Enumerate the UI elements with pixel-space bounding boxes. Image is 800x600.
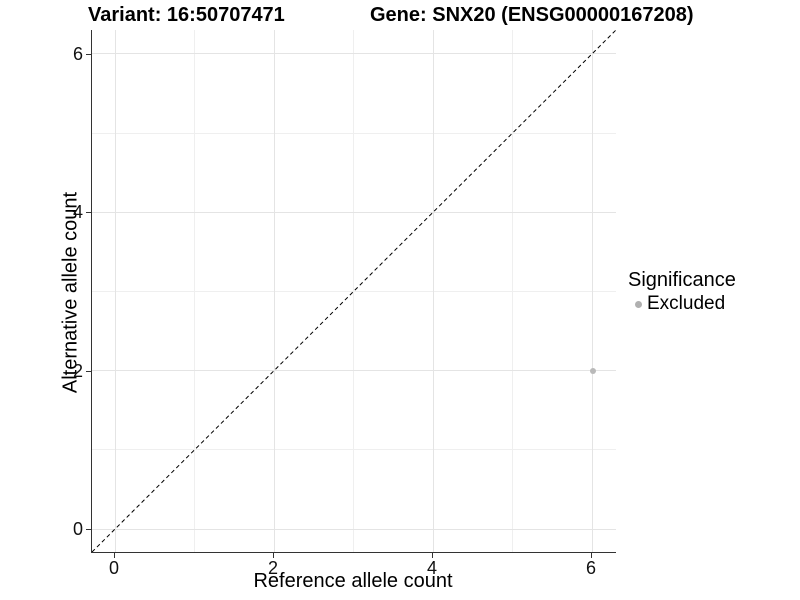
major-gridline-horizontal [92,370,616,371]
x-axis-tick [273,553,274,558]
major-gridline-horizontal [92,53,616,54]
data-point [589,368,596,375]
minor-gridline-horizontal [92,449,616,450]
major-gridline-horizontal [92,529,616,530]
plot-title-variant: Variant: 16:50707471 [88,4,285,26]
y-axis-tick [86,212,91,214]
x-axis-tick-label: 6 [585,558,596,578]
y-axis-tick-label: 4 [72,202,83,223]
major-gridline-horizontal [92,212,616,213]
y-axis-tick [86,529,91,530]
legend: Significance Excluded [628,268,736,315]
legend-title: Significance [628,269,736,291]
x-axis-tick-label: 4 [426,558,437,578]
x-axis-tick-label: 0 [108,558,119,578]
x-axis-tick [114,553,115,558]
x-axis-tick-label: 2 [267,558,278,578]
major-gridline-vertical [433,30,434,552]
y-axis-tick-label: 6 [72,43,83,64]
major-gridline-vertical [274,30,275,552]
y-axis-tick-label: 0 [72,519,83,539]
legend-entry-label: Excluded [647,293,726,314]
plot-title-gene: Gene: SNX20 (ENSG00000167208) [370,4,694,26]
y-axis-title: Alternative allele count [59,191,82,394]
x-axis-tick [591,553,592,558]
minor-gridline-vertical [512,30,513,552]
major-gridline-vertical [115,30,116,552]
x-axis-tick [432,553,433,558]
plot-panel [91,30,616,553]
minor-gridline-horizontal [92,291,616,292]
legend-entry-excluded: Excluded [628,293,736,315]
legend-key-dot-icon [635,300,642,308]
y-axis-tick [86,370,91,372]
major-gridline-vertical [592,30,593,552]
identity-dashed-line [92,30,616,552]
y-axis-tick-label: 2 [72,360,83,381]
y-axis-tick [86,53,91,55]
minor-gridline-horizontal [92,133,616,134]
x-axis-title: Reference allele count [253,570,453,592]
